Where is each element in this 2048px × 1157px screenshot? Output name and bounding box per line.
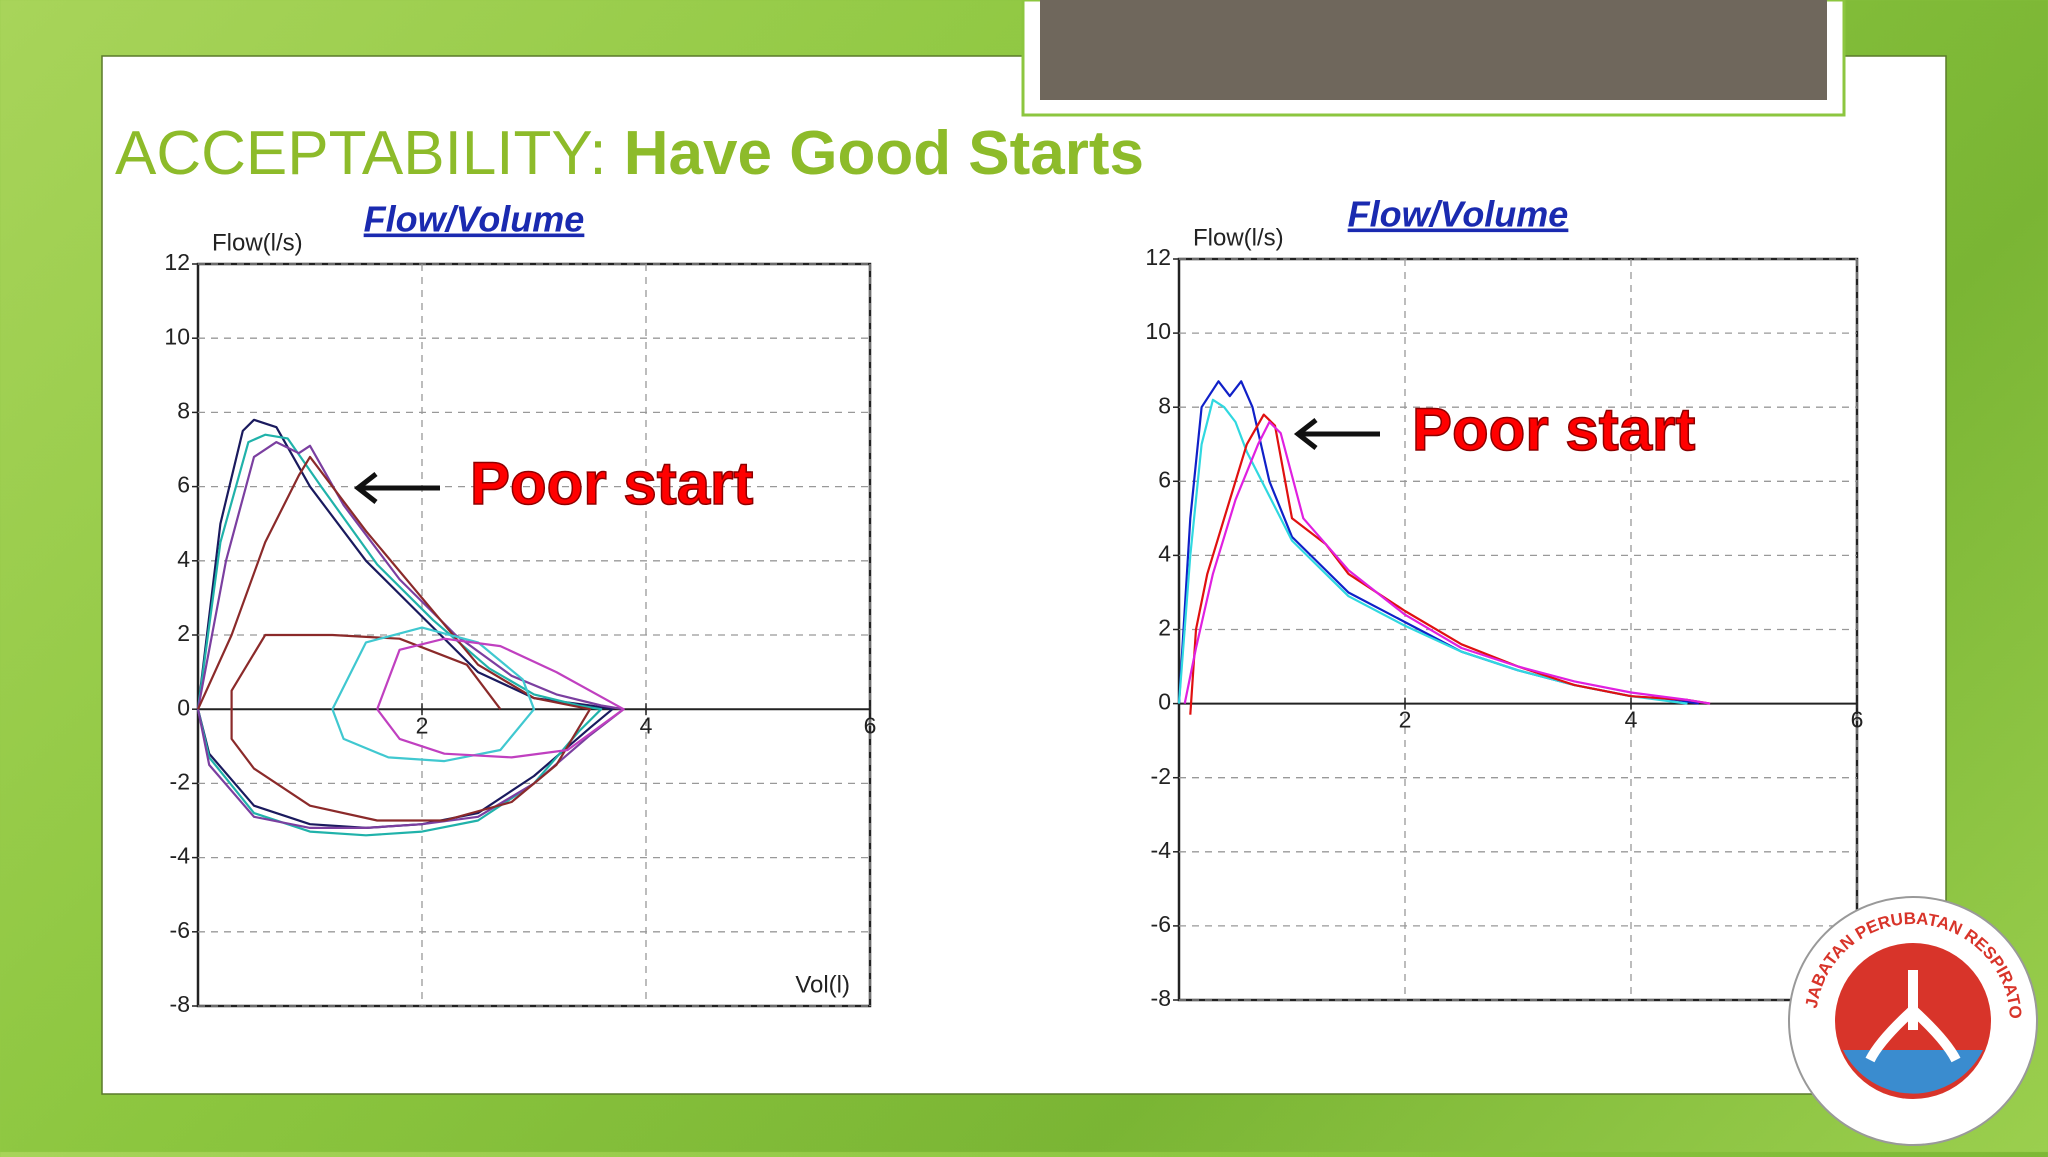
y-tick-label: 12 [1145,244,1171,270]
flow-curve [196,455,592,822]
y-tick-label: 10 [1145,318,1171,344]
chart-title: Flow/Volume [1348,194,1569,235]
logo-lungs [1865,970,1961,1063]
y-tick-label: 8 [177,397,190,423]
x-tick-label: 4 [1625,707,1638,733]
y-tick-label: -6 [170,917,190,943]
flow-curve [1183,420,1711,705]
y-tick-label: -2 [170,768,190,794]
y-tick-label: -8 [1151,985,1171,1011]
flow-curve [376,637,625,759]
y-tick-label: 4 [1158,540,1171,566]
y-tick-label: -2 [1151,763,1171,789]
y-tick-label: 0 [177,694,190,720]
annotation: Poor start [470,450,753,517]
x-tick-label: 2 [416,712,429,738]
y-axis-label: Flow(l/s) [212,229,303,256]
y-tick-label: 6 [177,472,190,498]
y-tick-label: -4 [1151,837,1172,863]
y-tick-label: 2 [1158,615,1171,641]
logo-water [1843,1050,1983,1094]
y-tick-label: 6 [1158,466,1171,492]
x-tick-label: 4 [640,712,653,738]
annotation: Poor start [1412,396,1695,463]
x-tick-label: 6 [1851,707,1864,733]
y-tick-label: 12 [164,249,190,275]
annotation-arrowhead [1293,418,1318,450]
y-tick-label: -6 [1151,911,1171,937]
y-tick-label: 0 [1158,689,1171,715]
slide-title: ACCEPTABILITY: Have Good Starts [115,119,1144,188]
flow-curve [196,441,625,829]
flow-curve [1177,398,1688,705]
title-prefix: ACCEPTABILITY: [115,119,624,188]
x-axis-label: Vol(l) [795,971,850,998]
x-tick-label: 6 [864,712,877,738]
header-box [1040,0,1827,100]
y-tick-label: 2 [177,620,190,646]
title-emphasis: Have Good Starts [624,119,1144,188]
flow-curve [196,418,614,829]
x-tick-label: 2 [1399,707,1412,733]
y-tick-label: -4 [170,843,191,869]
annotation-arrowhead [353,472,378,504]
y-tick-label: 8 [1158,392,1171,418]
chart-title: Flow/Volume [364,199,585,240]
y-tick-label: 4 [177,546,190,572]
flow-curve [196,433,603,837]
y-tick-label: -8 [170,991,190,1017]
y-axis-label: Flow(l/s) [1193,224,1284,251]
y-tick-label: 10 [164,323,190,349]
flow-curve [331,626,536,763]
